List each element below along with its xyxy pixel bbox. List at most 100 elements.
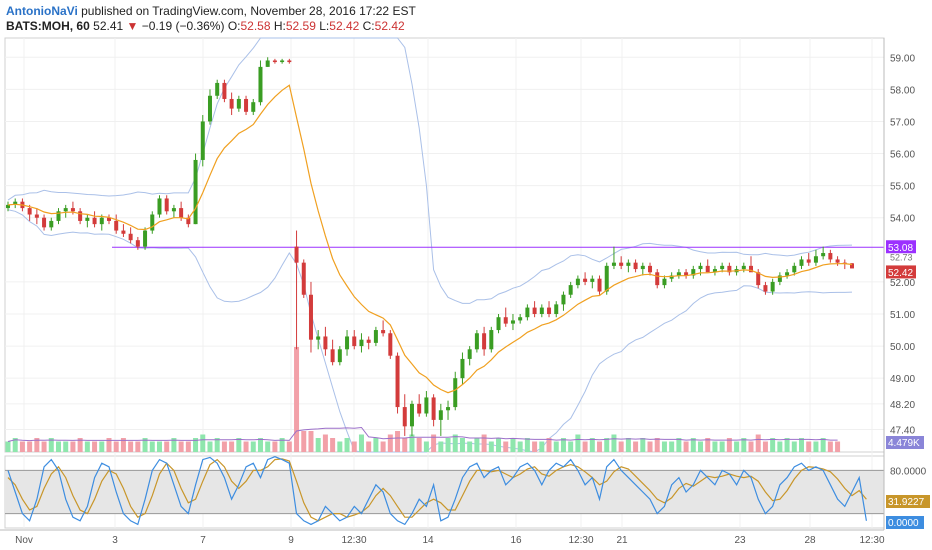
volume-bar [539, 441, 545, 452]
candle-body [741, 265, 746, 270]
volume-bar [279, 438, 285, 452]
candle-body [655, 272, 660, 286]
low-label: L: [319, 19, 330, 33]
candle-body [691, 269, 696, 276]
volume-bar [532, 441, 538, 452]
volume-bar [402, 438, 408, 452]
candle-body [503, 317, 508, 324]
candle-body [395, 355, 400, 408]
volume-bar [416, 438, 422, 452]
candle-body [215, 82, 220, 96]
candle-body [489, 330, 494, 350]
candle-body [265, 60, 270, 67]
candle-body [525, 307, 530, 318]
volume-bar [705, 438, 711, 452]
volume-bar [41, 441, 47, 452]
candle-body [42, 217, 47, 228]
stoch-k-line [7, 456, 867, 526]
price-tick-label: 56.00 [890, 150, 915, 161]
volume-bar [625, 438, 631, 452]
candle-body [287, 60, 292, 63]
volume-bar [474, 438, 480, 452]
volume-bar [611, 434, 617, 452]
candle-body [611, 262, 616, 266]
volume-bar [221, 441, 227, 452]
volume-bar [690, 438, 696, 452]
volume-bar [19, 441, 25, 452]
volume-bar [719, 441, 725, 452]
volume-bar [582, 441, 588, 452]
time-tick-label: 14 [422, 535, 434, 546]
volume-bar [633, 441, 639, 452]
candle-body [446, 407, 451, 411]
time-tick-label: 28 [804, 535, 816, 546]
candle-body [330, 349, 335, 363]
candle-body [821, 253, 826, 257]
candle-body [301, 262, 306, 295]
volume-bar [604, 438, 610, 452]
candle-body [496, 317, 501, 331]
candle-body [417, 403, 422, 414]
time-tick-label: 9 [288, 535, 294, 546]
candle-body [792, 265, 797, 273]
candle-body [200, 121, 205, 160]
stoch-tick-label: 80.0000 [890, 466, 927, 477]
price-tick-label: 58.00 [890, 85, 915, 96]
candle-body [518, 317, 523, 321]
volume-bar [640, 438, 646, 452]
volume-bar [185, 441, 191, 452]
volume-bar [676, 438, 682, 452]
volume-bar [286, 441, 292, 452]
volume-bar [524, 438, 530, 452]
volume-bar [99, 441, 105, 452]
volume-bar [178, 441, 184, 452]
candle-body [727, 265, 732, 273]
chart-grid [4, 37, 885, 529]
volume-bar [762, 441, 768, 452]
volume-bar [777, 441, 783, 452]
volume-bar [597, 441, 603, 452]
author-link[interactable]: AntonioNaVi [6, 4, 78, 18]
volume-bar [70, 441, 76, 452]
volume-bar [344, 438, 350, 452]
volume-bar [496, 438, 502, 452]
candle-body [424, 397, 429, 414]
volume-bar [171, 438, 177, 452]
time-tick-label: 7 [200, 535, 206, 546]
candle-body [34, 214, 39, 218]
volume-bar [128, 441, 134, 452]
candle-body [749, 265, 754, 273]
volume-bar [12, 438, 18, 452]
price-tick-label: 47.40 [890, 426, 915, 437]
candle-body [150, 214, 155, 231]
volume-bar [517, 441, 523, 452]
volume-bar [373, 438, 379, 452]
candle-body [258, 66, 263, 103]
volume-bar [77, 438, 83, 452]
volume-bar [683, 441, 689, 452]
close-label: C: [362, 19, 375, 33]
price-tick-label: 50.00 [890, 342, 915, 353]
volume-bar [250, 441, 256, 452]
candle-body [482, 333, 487, 350]
candle-body [669, 275, 674, 279]
volume-bar [755, 434, 761, 452]
ema-line [7, 84, 853, 394]
candle-body [85, 217, 90, 221]
volume-bar [120, 438, 126, 452]
volume-bar [229, 441, 235, 452]
volume-bar [5, 441, 11, 452]
stoch-k-tag-label: 31.9227 [888, 497, 925, 508]
volume-bar [214, 438, 220, 452]
high-value: 52.59 [285, 19, 316, 33]
low-value: 52.42 [329, 19, 360, 33]
time-tick-label: 12:30 [341, 535, 366, 546]
candle-body [648, 265, 653, 273]
time-tick-label: 12:30 [859, 535, 884, 546]
candle-body [179, 208, 184, 218]
volume-bar [92, 441, 98, 452]
candle-body [316, 336, 321, 340]
upper-band-tag-label: 52.73 [890, 252, 913, 262]
candlesticks [6, 57, 854, 436]
